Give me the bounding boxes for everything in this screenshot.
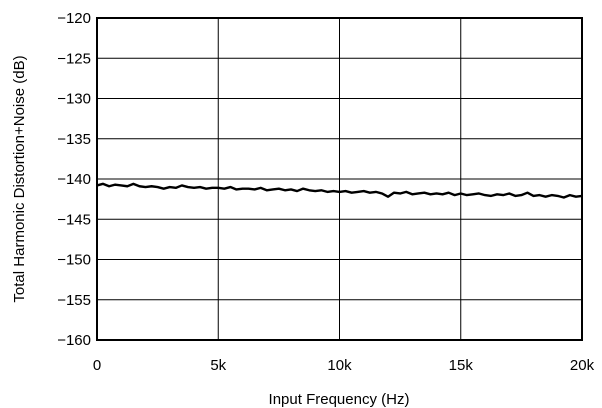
x-axis-label: Input Frequency (Hz) [269,391,410,408]
y-tick-label: −130 [57,91,91,108]
y-tick-label: −135 [57,131,91,148]
x-tick-label: 15k [449,357,474,374]
y-tick-label: −120 [57,10,91,27]
plot-frame [96,17,583,341]
y-tick-label: −155 [57,292,91,309]
y-tick-label: −160 [57,332,91,349]
x-tick-label: 20k [570,357,595,374]
y-tick-labels: −120 −125 −130 −135 −140 −145 −150 −155 −160 [57,10,91,349]
series-line-thd-noise [96,182,583,199]
x-tick-labels: 0 5k 10k 15k 20k [93,357,595,374]
x-tick-label: 10k [327,357,352,374]
x-tick-label: 5k [210,357,226,374]
y-tick-label: −150 [57,252,91,269]
y-tick-label: −125 [57,50,91,67]
y-tick-label: −145 [57,211,91,228]
grid [97,18,582,340]
y-tick-label: −140 [57,171,91,188]
x-tick-label: 0 [93,357,101,374]
y-axis-label: Total Harmonic Distortion+Noise (dB) [11,55,28,302]
